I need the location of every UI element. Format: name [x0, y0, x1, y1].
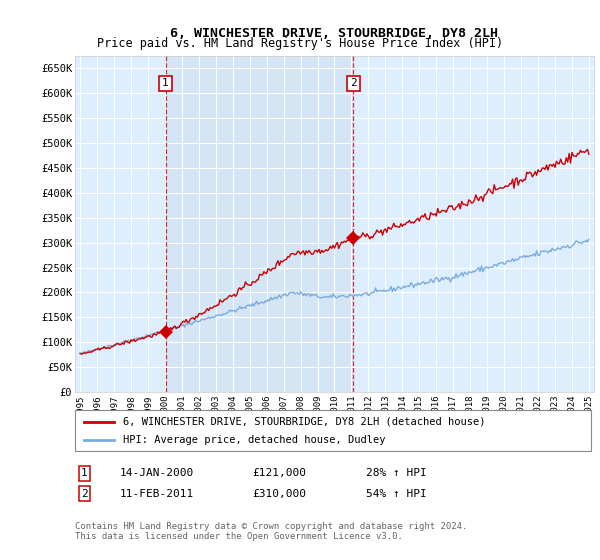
- Text: 11-FEB-2011: 11-FEB-2011: [120, 489, 194, 499]
- Text: 2: 2: [350, 78, 357, 88]
- Text: 2: 2: [81, 489, 88, 499]
- Text: Contains HM Land Registry data © Crown copyright and database right 2024.
This d: Contains HM Land Registry data © Crown c…: [75, 522, 467, 542]
- Text: 28% ↑ HPI: 28% ↑ HPI: [366, 468, 427, 478]
- Text: 6, WINCHESTER DRIVE, STOURBRIDGE, DY8 2LH (detached house): 6, WINCHESTER DRIVE, STOURBRIDGE, DY8 2L…: [123, 417, 485, 427]
- Text: 54% ↑ HPI: 54% ↑ HPI: [366, 489, 427, 499]
- Text: £310,000: £310,000: [252, 489, 306, 499]
- Text: 1: 1: [81, 468, 88, 478]
- Text: Price paid vs. HM Land Registry's House Price Index (HPI): Price paid vs. HM Land Registry's House …: [97, 36, 503, 50]
- Text: HPI: Average price, detached house, Dudley: HPI: Average price, detached house, Dudl…: [123, 435, 386, 445]
- Bar: [166, 56, 353, 392]
- Text: £121,000: £121,000: [252, 468, 306, 478]
- Text: 14-JAN-2000: 14-JAN-2000: [120, 468, 194, 478]
- Text: 1: 1: [162, 78, 169, 88]
- Title: 6, WINCHESTER DRIVE, STOURBRIDGE, DY8 2LH: 6, WINCHESTER DRIVE, STOURBRIDGE, DY8 2L…: [170, 26, 499, 40]
